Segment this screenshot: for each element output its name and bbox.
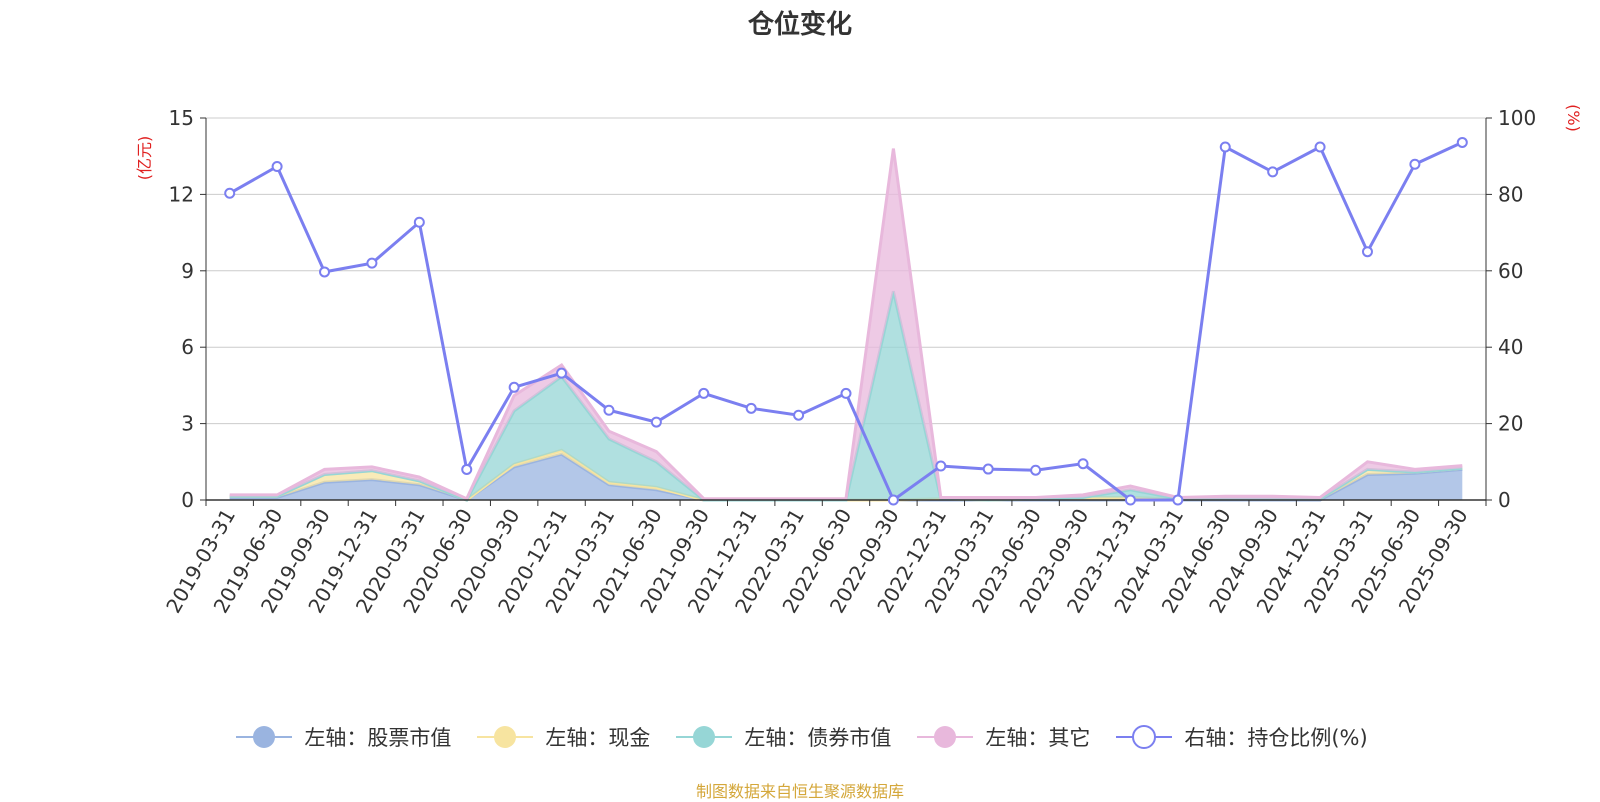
line-point [698,387,710,399]
legend-label: 右轴：持仓比例(%) [1184,726,1368,750]
left-tick-label: 6 [181,335,194,359]
left-tick-label: 12 [169,182,194,206]
line-point [793,409,805,421]
area-左轴：股票市值 [229,454,1463,500]
legend-label: 左轴：现金 [545,726,651,750]
line-point [1456,136,1468,148]
legend-item[interactable]: 左轴：现金 [473,722,650,752]
line-point [650,416,662,428]
legend-swatch [477,726,534,748]
line-point [461,463,473,475]
right-axis-unit: (%) [1564,104,1583,132]
line-point [508,381,520,393]
legend: 左轴：股票市值 左轴：现金 左轴：债券市值 左轴：其它 右轴：持仓比例(%) [0,722,1600,752]
line-point [413,216,425,228]
series-line-右轴：持仓比例(%) [228,141,1463,503]
source-note: 制图数据来自恒生聚源数据库 [695,782,904,801]
legend-item[interactable]: 左轴：其它 [913,722,1090,752]
line-point [366,257,378,269]
chart-area: 03691215020406080100(亿元)(%)2019-03-31201… [135,104,1583,617]
legend-swatch [917,726,974,748]
legend-item[interactable]: 左轴：股票市值 [232,722,451,752]
legend-swatch [676,726,733,748]
legend-swatch [236,726,293,748]
line-point [982,463,994,475]
line-point [840,387,852,399]
legend-label: 左轴：其它 [985,726,1091,750]
area-line-左轴：其它 [229,148,1463,501]
right-tick-label: 100 [1498,106,1536,130]
line-point [1267,166,1279,178]
line-point [887,494,899,506]
legend-swatch [1116,725,1173,749]
line-point [319,266,331,278]
line-point [1124,494,1136,506]
area-左轴：债券市值 [229,291,1463,500]
left-tick-label: 0 [181,488,194,512]
line-point [1219,141,1231,153]
right-tick-label: 0 [1498,488,1511,512]
left-tick-label: 3 [181,412,194,436]
legend-label: 左轴：债券市值 [744,726,892,750]
right-tick-label: 60 [1498,259,1523,283]
area-左轴：其它 [229,148,1463,500]
right-tick-label: 20 [1498,412,1523,436]
left-tick-label: 15 [169,106,194,130]
line-point [1030,464,1042,476]
left-axis-unit: (亿元) [135,136,154,181]
line-point [1172,494,1184,506]
chart-title: 仓位变化 [747,10,852,40]
line-point [603,404,615,416]
line-point [556,367,568,379]
line-point [224,187,236,199]
left-tick-label: 9 [181,259,194,283]
line-point [1077,458,1089,470]
line-point [745,402,757,414]
legend-item[interactable]: 右轴：持仓比例(%) [1112,722,1368,752]
line-point [935,460,947,472]
right-tick-label: 40 [1498,335,1523,359]
legend-item[interactable]: 左轴：债券市值 [672,722,891,752]
line-point [1314,141,1326,153]
right-tick-label: 80 [1498,182,1523,206]
line-point [1409,158,1421,170]
line-point [1361,246,1373,258]
line-point [271,161,283,173]
legend-label: 左轴：股票市值 [304,726,452,750]
